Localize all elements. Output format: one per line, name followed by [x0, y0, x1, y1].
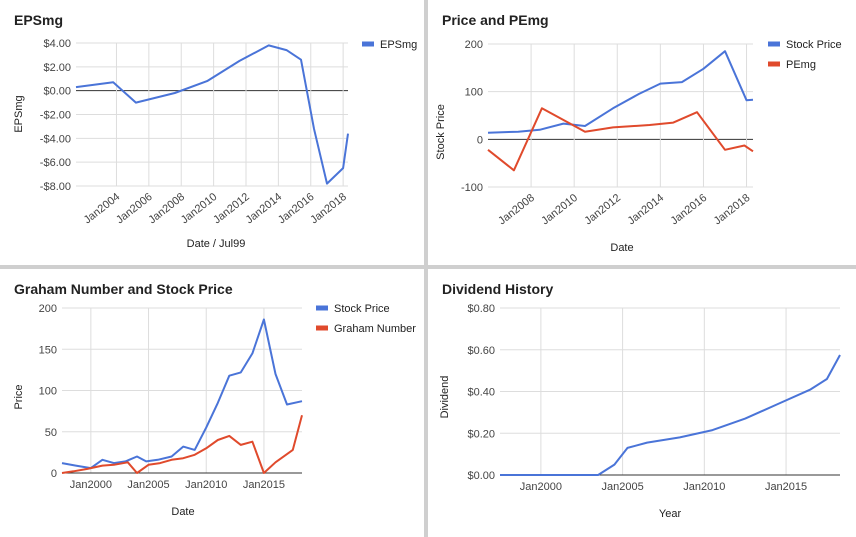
- x-tick-label: Jan2005: [127, 479, 169, 491]
- y-tick-label: 0: [477, 134, 483, 146]
- x-axis-title: Date: [610, 242, 633, 254]
- chart-svg: Graham Number and Stock Price 200 150 100 50…: [13, 281, 416, 518]
- series-line-dividend: [500, 354, 841, 476]
- x-tick-label: Jan2000: [70, 479, 112, 491]
- x-tick-label: Jan2012: [582, 192, 623, 227]
- series-line-stock-price: [487, 50, 754, 134]
- x-tick-label: Jan2018: [712, 192, 753, 227]
- legend-label: Stock Price: [334, 303, 390, 315]
- y-axis-title: EPSmg: [13, 95, 25, 132]
- x-tick-label: Jan2015: [243, 479, 285, 491]
- x-tick-label: Jan2010: [539, 192, 580, 227]
- y-tick-label: 200: [465, 39, 483, 51]
- y-tick-label: 200: [39, 303, 57, 315]
- series-line-stock-price: [61, 318, 303, 470]
- y-tick-label: 100: [465, 87, 483, 99]
- chart-title: EPSmg: [14, 12, 63, 28]
- x-tick-label: Jan2015: [765, 481, 807, 493]
- x-tick-label: Jan2018: [308, 191, 349, 226]
- x-tick-label: Jan2016: [669, 192, 710, 227]
- y-tick-label: $0.40: [467, 387, 495, 399]
- x-tick-label: Jan2010: [185, 479, 227, 491]
- y-tick-label: 50: [45, 427, 57, 439]
- x-axis-title: Date / Jul99: [187, 238, 246, 250]
- y-axis-title: Stock Price: [435, 104, 447, 160]
- y-axis-title: Price: [13, 384, 25, 409]
- y-tick-label: -$6.00: [40, 157, 71, 169]
- y-tick-label: 100: [39, 386, 57, 398]
- price-pe-chart-panel: Price and PEmg 200 100 0 -100 Jan2008 Jan2010 J…: [428, 0, 856, 265]
- y-tick-label: -100: [461, 182, 483, 194]
- eps-chart-panel: EPSmg $4.00 $2.00 $0.00 -$2.00 -$4.00 -$6.00 -$…: [0, 0, 424, 265]
- y-axis-title: Dividend: [439, 376, 451, 419]
- legend-label: EPSmg: [380, 39, 417, 51]
- x-tick-label: Jan2005: [601, 481, 643, 493]
- x-tick-label: Jan2010: [683, 481, 725, 493]
- series-line-pemg: [487, 107, 754, 172]
- chart-title: Dividend History: [442, 281, 553, 297]
- series-line-graham-number: [61, 415, 303, 474]
- y-tick-label: 150: [39, 344, 57, 356]
- y-tick-label: -$8.00: [40, 181, 71, 193]
- y-tick-label: $0.80: [467, 303, 495, 315]
- chart-title: Graham Number and Stock Price: [14, 281, 233, 297]
- dividend-chart-panel: Dividend History $0.80 $0.60 $0.40 $0.20 $0.0…: [428, 269, 856, 537]
- chart-svg: Dividend History $0.80 $0.60 $0.40 $0.20 $0.0…: [439, 281, 841, 520]
- x-tick-label: Jan2008: [496, 192, 537, 227]
- legend-label: PEmg: [786, 59, 816, 71]
- y-tick-label: $4.00: [43, 38, 71, 50]
- chart-title: Price and PEmg: [442, 12, 549, 28]
- y-tick-label: 0: [51, 468, 57, 480]
- legend-label: Graham Number: [334, 323, 416, 335]
- y-tick-label: $0.00: [43, 86, 71, 98]
- y-tick-label: $0.60: [467, 345, 495, 357]
- x-tick-label: Jan2014: [626, 192, 667, 227]
- graham-chart-panel: Graham Number and Stock Price 200 150 100 50…: [0, 269, 424, 537]
- x-axis-title: Date: [171, 506, 194, 518]
- series-line-epsmg: [75, 44, 349, 185]
- y-tick-label: -$2.00: [40, 110, 71, 122]
- x-axis-title: Year: [659, 508, 682, 520]
- y-tick-label: -$4.00: [40, 133, 71, 145]
- y-tick-label: $0.20: [467, 428, 495, 440]
- x-tick-label: Jan2000: [520, 481, 562, 493]
- legend-label: Stock Price: [786, 39, 842, 51]
- y-tick-label: $2.00: [43, 62, 71, 74]
- chart-svg: EPSmg $4.00 $2.00 $0.00 -$2.00 -$4.00 -$6.00 -$…: [13, 12, 417, 250]
- y-tick-label: $0.00: [467, 470, 495, 482]
